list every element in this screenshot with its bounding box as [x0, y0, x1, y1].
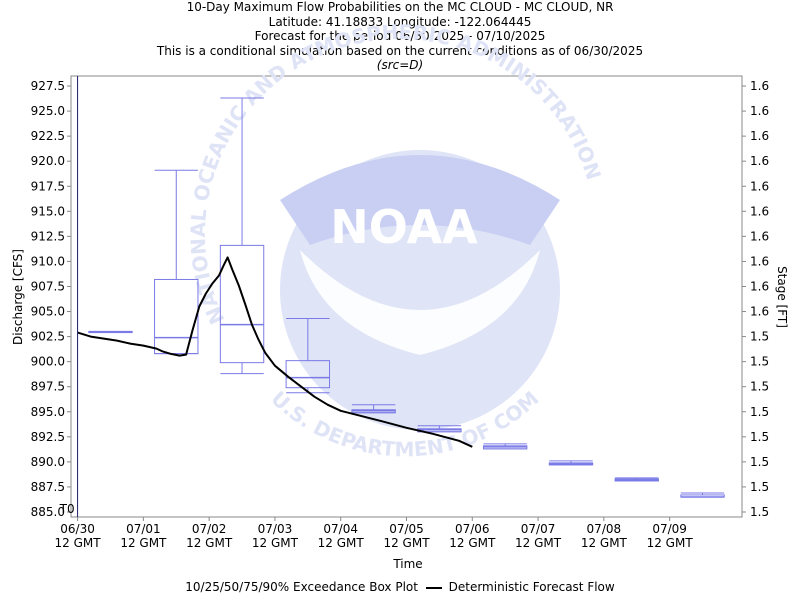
legend: 10/25/50/75/90% Exceedance Box Plot Dete… [0, 580, 800, 594]
box-plot [219, 97, 265, 375]
x-tick-time: 12 GMT [581, 536, 628, 550]
box-plot [548, 460, 594, 466]
y2-tick-label: 1.6 [750, 154, 769, 168]
legend-line-label: Deterministic Forecast Flow [448, 580, 615, 594]
x-tick-time: 12 GMT [55, 536, 102, 550]
y-tick-label: 892.5 [31, 430, 65, 444]
y2-tick-label: 1.6 [750, 104, 769, 118]
y-tick-label: 917.5 [31, 179, 65, 193]
y-axis-title: Discharge [CFS] [11, 249, 25, 345]
x-tick-date: 07/03 [258, 522, 293, 536]
x-axis-title: Time [392, 557, 422, 571]
y-tick-label: 902.5 [31, 330, 65, 344]
y2-tick-label: 1.6 [750, 229, 769, 243]
x-tick-time: 12 GMT [383, 536, 430, 550]
y-tick-label: 910.0 [31, 254, 65, 268]
y2-tick-label: 1.6 [750, 79, 769, 93]
y2-tick-label: 1.6 [750, 129, 769, 143]
y-tick-label: 905.0 [31, 305, 65, 319]
chart-period: Forecast for the period 06/30/2025 - 07/… [254, 29, 546, 43]
y2-tick-label: 1.6 [750, 305, 769, 319]
y-tick-label: 925.0 [31, 104, 65, 118]
y2-axis-title: Stage [FT] [775, 266, 789, 328]
chart-title: 10-Day Maximum Flow Probabilities on the… [186, 0, 614, 14]
box-plot [88, 330, 133, 334]
y-tick-label: 920.0 [31, 154, 65, 168]
y2-tick-label: 1.6 [750, 254, 769, 268]
box-plot [680, 492, 725, 498]
t0-label: T0 [59, 502, 75, 516]
y2-tick-label: 1.5 [750, 405, 769, 419]
x-tick-time: 12 GMT [186, 536, 233, 550]
y2-tick-label: 1.5 [750, 455, 769, 469]
y2-tick-label: 1.6 [750, 279, 769, 293]
x-tick-time: 12 GMT [515, 536, 562, 550]
y2-tick-label: 1.5 [750, 380, 769, 394]
x-tick-date: 07/04 [323, 522, 358, 536]
y-tick-label: 907.5 [31, 279, 65, 293]
y2-tick-label: 1.5 [750, 330, 769, 344]
x-tick-date: 07/06 [455, 522, 490, 536]
x-tick-date: 07/08 [587, 522, 622, 536]
noaa-logo-text: NOAA [330, 200, 478, 254]
y-tick-label: 897.5 [31, 380, 65, 394]
x-tick-time: 12 GMT [449, 536, 496, 550]
y2-tick-label: 1.6 [750, 179, 769, 193]
y-tick-label: 885.0 [31, 505, 65, 519]
legend-box-label: 10/25/50/75/90% Exceedance Box Plot [185, 580, 418, 594]
chart-note: This is a conditional simulation based o… [156, 43, 644, 58]
y-tick-label: 887.5 [31, 480, 65, 494]
x-tick-time: 12 GMT [252, 536, 299, 550]
x-tick-date: 07/09 [652, 522, 687, 536]
y-axis-right: 1.5 1.5 1.5 1.5 1.5 1.5 1.5 1.5 1.6 1.6 1.6 1.6 1.6 1… [742, 79, 769, 519]
box-iqr [154, 278, 199, 355]
box-iqr [219, 244, 265, 364]
y2-tick-label: 1.6 [750, 204, 769, 218]
y-tick-label: 927.5 [31, 79, 65, 93]
deterministic-series [77, 256, 473, 448]
x-tick-time: 12 GMT [120, 536, 167, 550]
y-axis-left: 885.0 887.5 890.0 892.5 895.0 897.5 900.0 902.5… [31, 79, 71, 519]
chart-source: (src=D) [376, 58, 424, 72]
x-tick-time: 12 GMT [318, 536, 365, 550]
y-tick-label: 912.5 [31, 229, 65, 243]
legend-line-swatch [425, 586, 442, 589]
box-plot [351, 404, 396, 414]
y2-tick-label: 1.5 [750, 480, 769, 494]
chart-header: 10-Day Maximum Flow Probabilities on the… [0, 0, 800, 73]
x-tick-date: 07/07 [521, 522, 556, 536]
x-tick-date: 06/30 [60, 522, 95, 536]
y2-tick-label: 1.5 [750, 355, 769, 369]
t0-marker: T0 [59, 76, 79, 517]
box-plot [482, 443, 528, 450]
y-tick-label: 915.0 [31, 204, 65, 218]
y-tick-label: 922.5 [31, 129, 65, 143]
chart-location: Latitude: 41.18833 Longitude: -122.06444… [268, 14, 532, 29]
x-tick-date: 07/02 [192, 522, 227, 536]
y-tick-label: 900.0 [31, 355, 65, 369]
x-tick-date: 07/01 [126, 522, 161, 536]
x-tick-time: 12 GMT [647, 536, 694, 550]
y2-tick-label: 1.5 [750, 505, 769, 519]
y2-tick-label: 1.5 [750, 430, 769, 444]
y-tick-label: 890.0 [31, 455, 65, 469]
x-tick-date: 07/05 [389, 522, 424, 536]
y-tick-label: 895.0 [31, 405, 65, 419]
deterministic-forecast-line [77, 256, 473, 448]
box-plot [614, 477, 659, 482]
